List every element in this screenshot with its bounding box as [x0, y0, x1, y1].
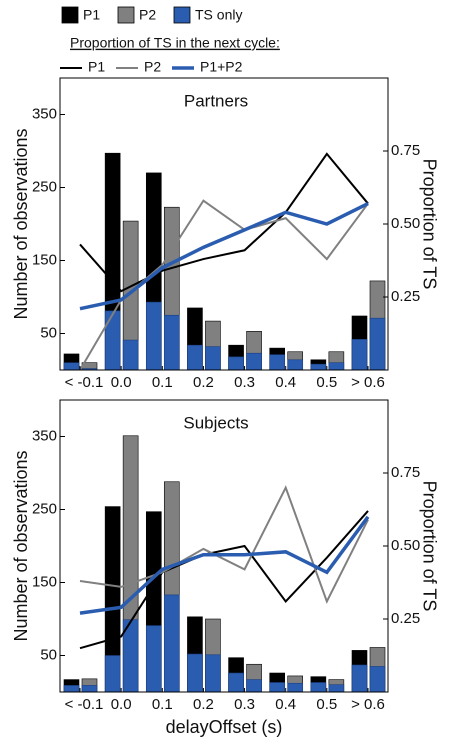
- ts-bar: [228, 672, 244, 693]
- x-tick-label: 0.5: [316, 374, 337, 391]
- x-tick-label: 0.5: [316, 696, 337, 713]
- ts-bar: [287, 682, 304, 693]
- ts-bar: [145, 301, 162, 371]
- ts-bar: [269, 354, 286, 371]
- x-tick-label: < -0.1: [65, 696, 104, 713]
- y2-tick-label: 0.75: [391, 142, 420, 159]
- x-tick-label: 0.4: [275, 374, 296, 391]
- proportion-line: [79, 485, 369, 605]
- y2-tick-label: 0.75: [391, 464, 420, 481]
- y2-axis-label: Proportion of TS: [419, 159, 439, 290]
- proportion-line: [79, 201, 369, 311]
- ts-bar: [145, 625, 162, 693]
- ts-bar: [246, 679, 262, 693]
- y2-tick-label: 0.25: [391, 610, 420, 627]
- legend-swatch: [173, 6, 191, 24]
- proportion-line: [79, 152, 369, 293]
- y-tick-label: 350: [32, 105, 57, 122]
- y-tick-label: 250: [32, 178, 57, 195]
- ts-bar: [351, 664, 368, 693]
- legend-label: P1: [88, 59, 105, 75]
- ts-bar: [205, 346, 221, 371]
- ts-bar: [369, 666, 386, 693]
- x-tick-label: 0.0: [111, 374, 132, 391]
- y2-tick-label: 0.50: [391, 215, 420, 232]
- ts-bar: [369, 317, 386, 371]
- ts-bar: [104, 655, 121, 693]
- legend-label: P2: [139, 7, 156, 23]
- ts-bar: [287, 359, 304, 371]
- ts-bar: [205, 654, 221, 693]
- x-tick-label: < -0.1: [65, 374, 104, 391]
- y-axis-label: Number of observations: [11, 450, 31, 641]
- x-axis-label: delayOffset (s): [166, 717, 283, 737]
- ts-bar: [122, 339, 139, 371]
- legend-label: P1: [83, 7, 100, 23]
- x-tick-label: 0.1: [152, 696, 173, 713]
- ts-bar: [310, 363, 327, 371]
- y2-tick-label: 0.50: [391, 537, 420, 554]
- legend-label: P2: [144, 59, 161, 75]
- legend-lines-title: Proportion of TS in the next cycle:: [70, 35, 280, 51]
- ts-bar: [246, 352, 262, 371]
- legend-label: P1+P2: [200, 59, 243, 75]
- ts-bar: [187, 344, 203, 371]
- proportion-line: [79, 515, 370, 615]
- ts-bar: [351, 339, 368, 371]
- y-tick-label: 150: [32, 251, 57, 268]
- y2-tick-label: 0.25: [391, 288, 420, 305]
- ts-bar: [63, 685, 80, 693]
- chart-title: Subjects: [183, 413, 248, 432]
- ts-bar: [163, 594, 180, 693]
- ts-bar: [269, 682, 286, 693]
- y2-axis-label: Proportion of TS: [419, 481, 439, 612]
- x-tick-label: > 0.6: [351, 374, 385, 391]
- ts-bar: [328, 362, 345, 371]
- ts-bar: [104, 310, 121, 371]
- ts-bar: [328, 684, 345, 693]
- legend-label: TS only: [195, 7, 242, 23]
- x-tick-label: 0.3: [234, 696, 255, 713]
- ts-bar: [187, 653, 203, 693]
- x-tick-label: 0.2: [193, 374, 214, 391]
- chart-title: Partners: [184, 91, 248, 110]
- y-tick-label: 50: [40, 646, 57, 663]
- ts-bar: [163, 314, 180, 371]
- legend-swatch: [117, 6, 135, 24]
- ts-bar: [228, 356, 244, 371]
- x-tick-label: 0.4: [275, 696, 296, 713]
- x-tick-label: 0.0: [111, 696, 132, 713]
- x-tick-label: 0.2: [193, 696, 214, 713]
- y-tick-label: 350: [32, 427, 57, 444]
- x-tick-label: > 0.6: [351, 696, 385, 713]
- y-tick-label: 150: [32, 573, 57, 590]
- legend-swatch: [61, 6, 79, 24]
- x-tick-label: 0.3: [234, 374, 255, 391]
- proportion-line: [79, 510, 369, 650]
- x-tick-label: 0.1: [152, 374, 173, 391]
- y-axis-label: Number of observations: [11, 128, 31, 319]
- y-tick-label: 50: [40, 324, 57, 341]
- ts-bar: [310, 682, 327, 693]
- ts-bar: [81, 685, 98, 693]
- ts-bar: [63, 362, 80, 371]
- y-tick-label: 250: [32, 500, 57, 517]
